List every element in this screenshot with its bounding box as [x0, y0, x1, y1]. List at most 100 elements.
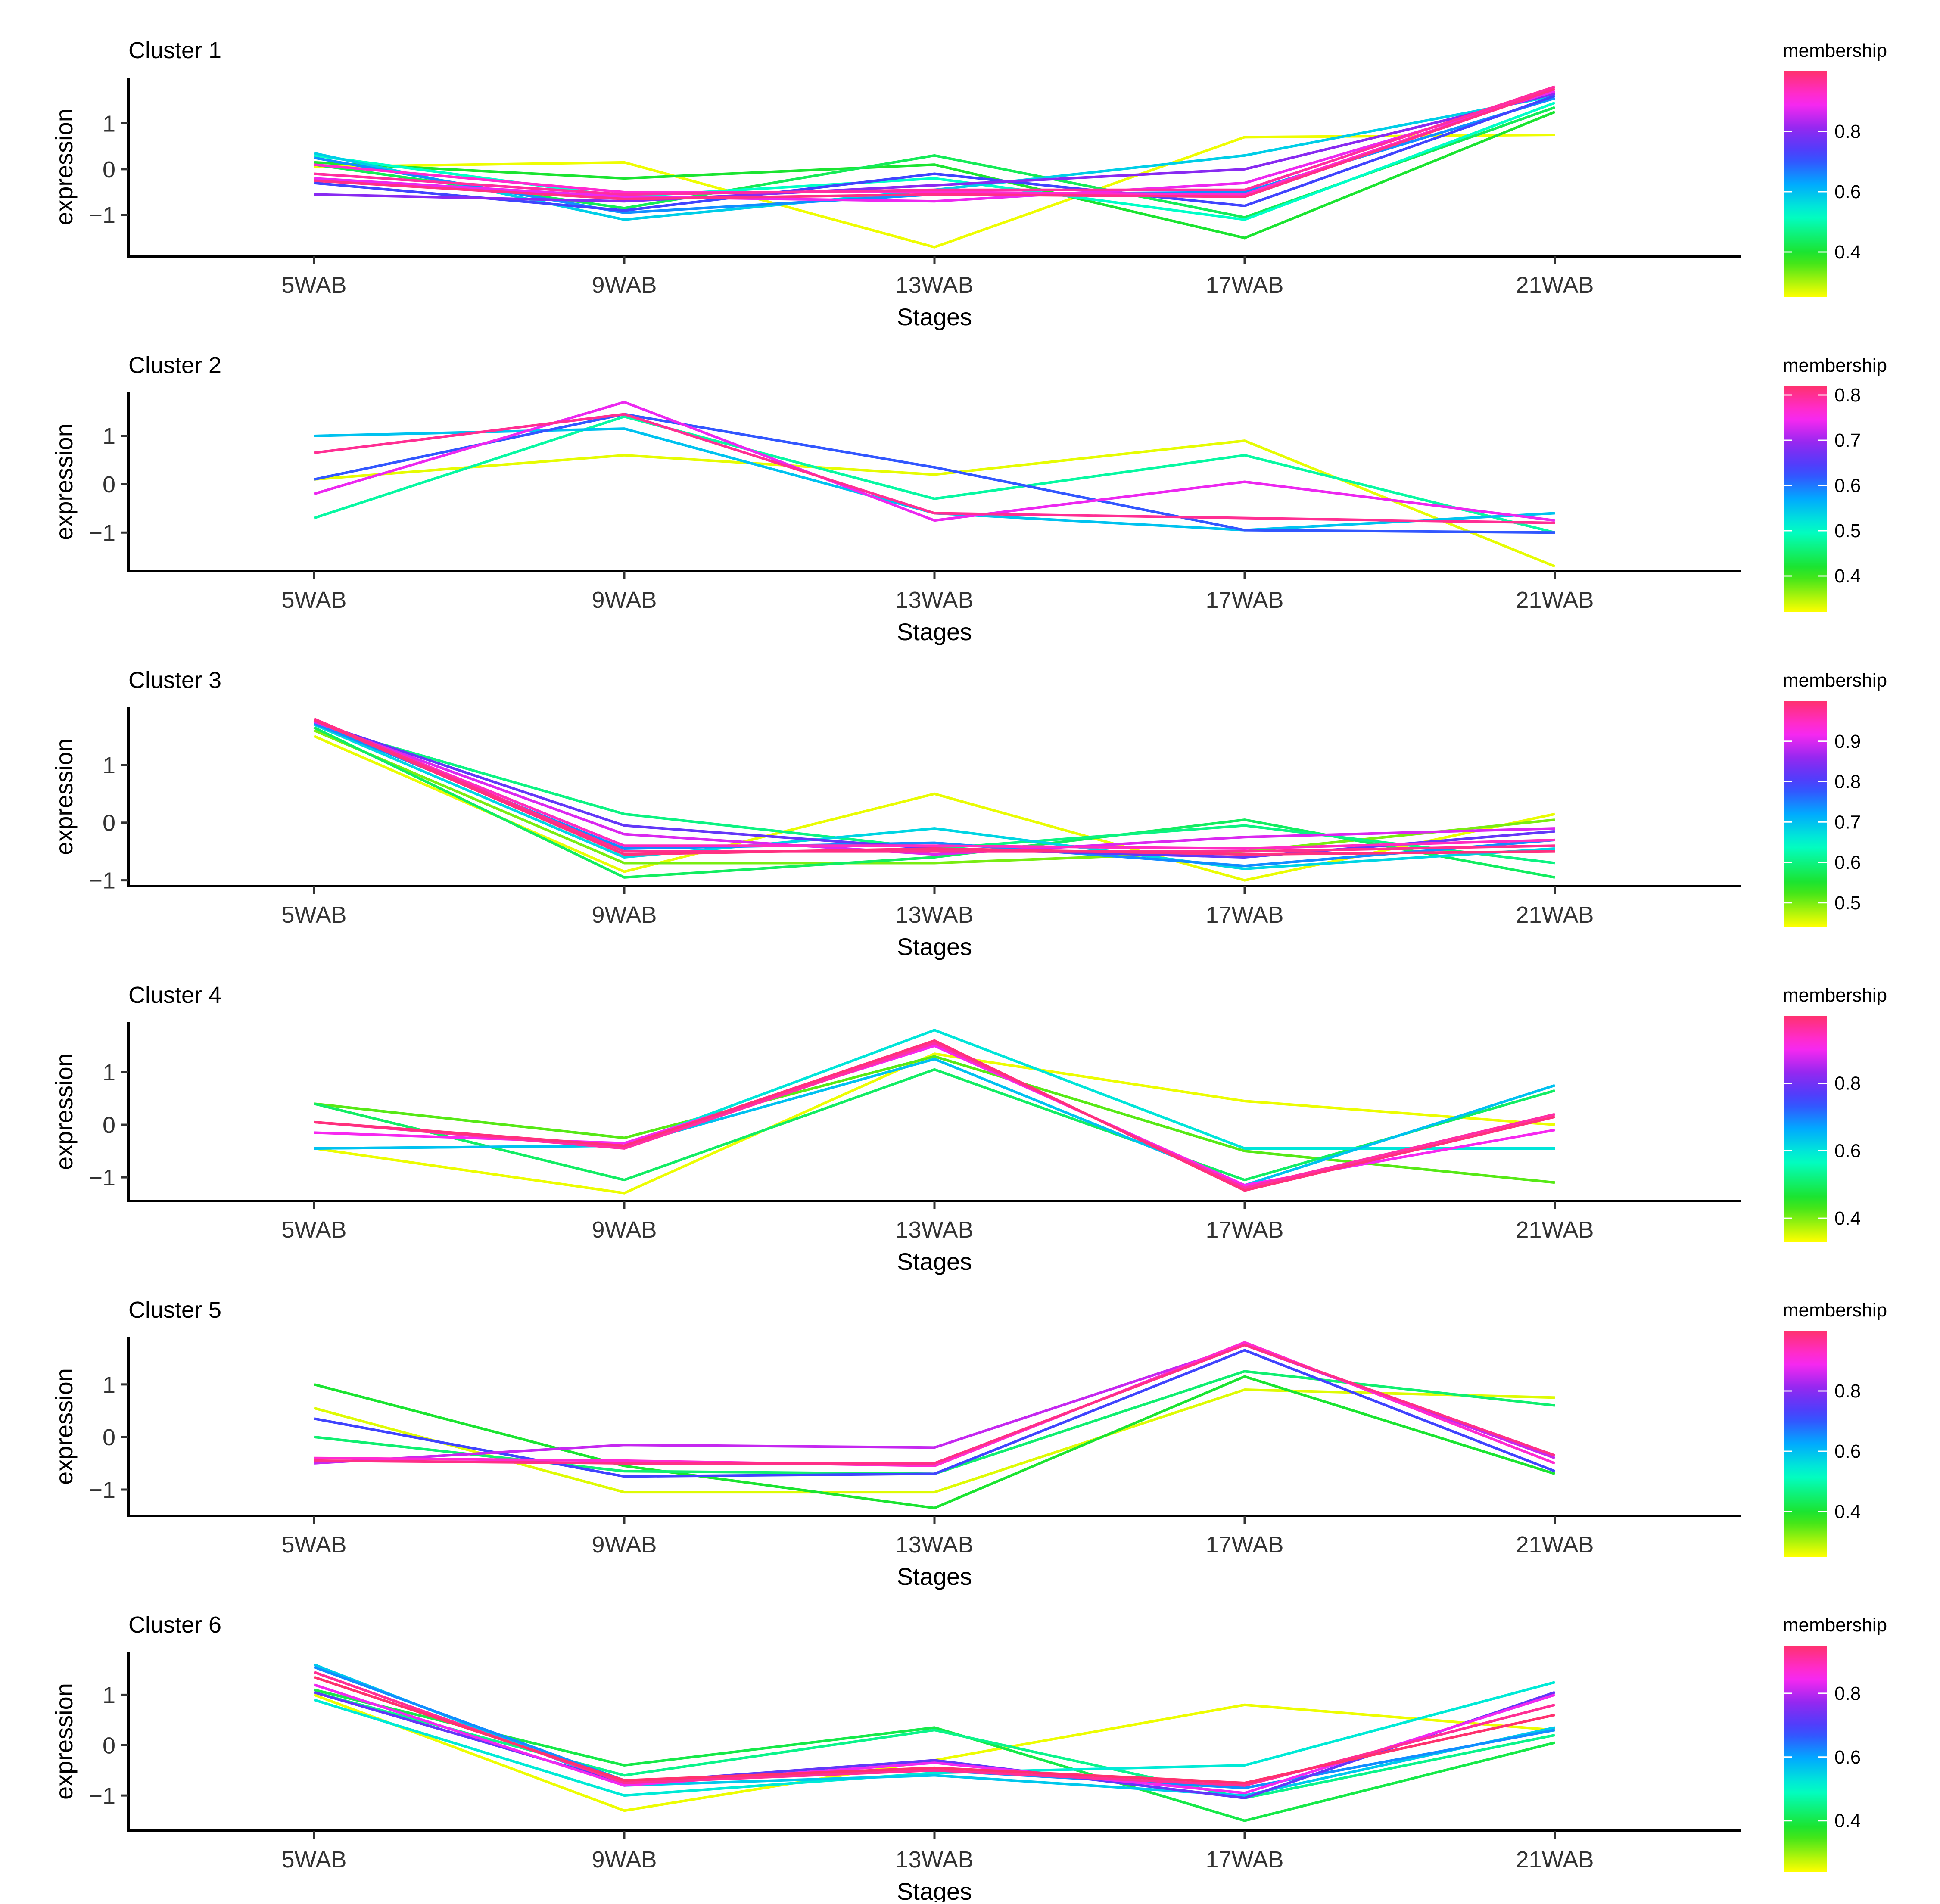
series-line	[313, 719, 1555, 850]
x-tick-label: 9WAB	[592, 902, 657, 928]
x-tick-label: 5WAB	[281, 1532, 346, 1558]
legend-tick-label: 0.6	[1834, 852, 1861, 873]
legend-colorbar	[1784, 701, 1827, 927]
x-tick-label: 9WAB	[592, 587, 657, 613]
x-tick-label: 17WAB	[1205, 1847, 1283, 1873]
series-line	[314, 111, 1556, 240]
x-tick-label: 21WAB	[1516, 587, 1594, 613]
y-tick-label: 1	[103, 1682, 115, 1708]
legend-colorbar	[1784, 1016, 1827, 1242]
y-axis-title: expression	[50, 1368, 78, 1485]
y-tick-label: −1	[89, 1165, 115, 1191]
x-tick-label: 9WAB	[592, 1847, 657, 1873]
series-line	[314, 439, 1556, 568]
series-line	[314, 1058, 1555, 1187]
legend-title: membership	[1783, 670, 1887, 691]
x-tick-label: 21WAB	[1516, 1217, 1594, 1243]
series-line	[314, 1068, 1555, 1182]
chart-panel-4: Cluster 4 −1 0 1 5WAB 9WAB 13WAB 17WAB 21WAB Stag…	[50, 982, 1887, 1275]
legend-tick-label: 0.9	[1834, 731, 1861, 752]
legend-tick-label: 0.8	[1834, 1381, 1861, 1402]
chart-panel-1: Cluster 1 −1 0 1 5WAB 9WAB 13WAB 17WAB 21WAB Stag…	[50, 37, 1887, 330]
legend-title: membership	[1783, 355, 1887, 376]
y-axis-title: expression	[50, 738, 78, 855]
series-line	[314, 1039, 1555, 1192]
series-line	[313, 735, 1555, 882]
y-tick-label: 0	[103, 472, 115, 498]
series-line	[314, 401, 1555, 522]
x-tick-label: 9WAB	[592, 1532, 657, 1558]
series-line	[314, 85, 1555, 196]
y-tick-label: −1	[89, 868, 115, 894]
series-line	[314, 415, 1555, 534]
legend-colorbar	[1784, 386, 1827, 612]
series-line	[314, 92, 1555, 203]
x-tick-label: 13WAB	[895, 587, 973, 613]
series-line	[314, 94, 1556, 212]
series-line	[314, 87, 1555, 196]
legend-tick-label: 0.5	[1834, 520, 1861, 541]
series-line	[314, 87, 1555, 200]
legend-tick-label: 0.4	[1834, 1208, 1861, 1229]
x-tick-label: 13WAB	[895, 1847, 973, 1873]
legend-colorbar	[1784, 1646, 1827, 1872]
series-line	[314, 1344, 1556, 1465]
x-tick-label: 21WAB	[1516, 1847, 1594, 1873]
series-line	[314, 413, 1555, 524]
legend-title: membership	[1783, 1300, 1887, 1321]
x-tick-label: 17WAB	[1205, 902, 1283, 928]
y-tick-label: 1	[103, 753, 115, 778]
legend-tick-label: 0.8	[1834, 1683, 1861, 1704]
series-line	[314, 1676, 1555, 1784]
x-axis-title: Stages	[897, 933, 972, 960]
legend-title: membership	[1783, 985, 1887, 1006]
y-tick-label: −1	[89, 202, 115, 228]
x-tick-label: 9WAB	[592, 1217, 657, 1243]
y-tick-label: −1	[89, 1783, 115, 1809]
legend-tick-label: 0.4	[1834, 1811, 1861, 1832]
y-tick-label: 1	[103, 423, 115, 449]
series-line	[314, 1691, 1555, 1800]
legend-tick-label: 0.6	[1834, 1747, 1861, 1768]
y-tick-label: −1	[89, 520, 115, 546]
legend-tick-label: 0.5	[1834, 893, 1861, 914]
chart-panel-5: Cluster 5 −1 0 1 5WAB 9WAB 13WAB 17WAB 21WAB Stag…	[50, 1297, 1887, 1590]
legend-tick-label: 0.6	[1834, 181, 1861, 202]
x-axis-title: Stages	[897, 1563, 972, 1590]
legend-tick-label: 0.6	[1834, 1140, 1861, 1161]
series-line	[314, 1055, 1555, 1184]
x-tick-label: 5WAB	[281, 902, 346, 928]
y-axis-title: expression	[50, 1053, 78, 1170]
legend-tick-label: 0.6	[1834, 1441, 1861, 1462]
panel-title: Cluster 5	[128, 1297, 221, 1323]
legend-tick-label: 0.6	[1834, 475, 1861, 496]
legend-colorbar	[1784, 71, 1827, 297]
chart-panel-3: Cluster 3 −1 0 1 5WAB 9WAB 13WAB 17WAB 21WAB Stag…	[50, 667, 1887, 960]
y-tick-label: 1	[103, 1060, 115, 1086]
legend-tick-label: 0.4	[1834, 566, 1861, 587]
y-axis-title: expression	[50, 423, 78, 540]
x-axis-title: Stages	[897, 1878, 972, 1902]
chart-panel-2: Cluster 2 −1 0 1 5WAB 9WAB 13WAB 17WAB 21WAB Stag…	[50, 352, 1887, 645]
panel-title: Cluster 4	[128, 982, 221, 1008]
legend-tick-label: 0.7	[1834, 430, 1861, 451]
x-axis-title: Stages	[897, 303, 972, 330]
x-tick-label: 9WAB	[592, 272, 657, 298]
legend-colorbar	[1784, 1331, 1827, 1557]
panel-title: Cluster 6	[128, 1612, 221, 1638]
series-line	[314, 427, 1555, 532]
panel-title: Cluster 1	[128, 37, 221, 63]
chart-panel-6: Cluster 6 −1 0 1 5WAB 9WAB 13WAB 17WAB 21WAB Stag…	[50, 1612, 1887, 1904]
x-tick-label: 13WAB	[895, 1217, 973, 1243]
x-tick-label: 21WAB	[1516, 902, 1594, 928]
legend-tick-label: 0.8	[1834, 1073, 1861, 1094]
series-line	[314, 1688, 1555, 1822]
y-tick-label: −1	[89, 1477, 115, 1503]
y-tick-label: 0	[103, 810, 115, 836]
y-tick-label: 1	[103, 1372, 115, 1398]
legend-tick-label: 0.8	[1834, 385, 1861, 406]
x-tick-label: 17WAB	[1205, 272, 1283, 298]
legend-tick-label: 0.8	[1834, 772, 1861, 793]
series-line	[314, 1388, 1555, 1494]
